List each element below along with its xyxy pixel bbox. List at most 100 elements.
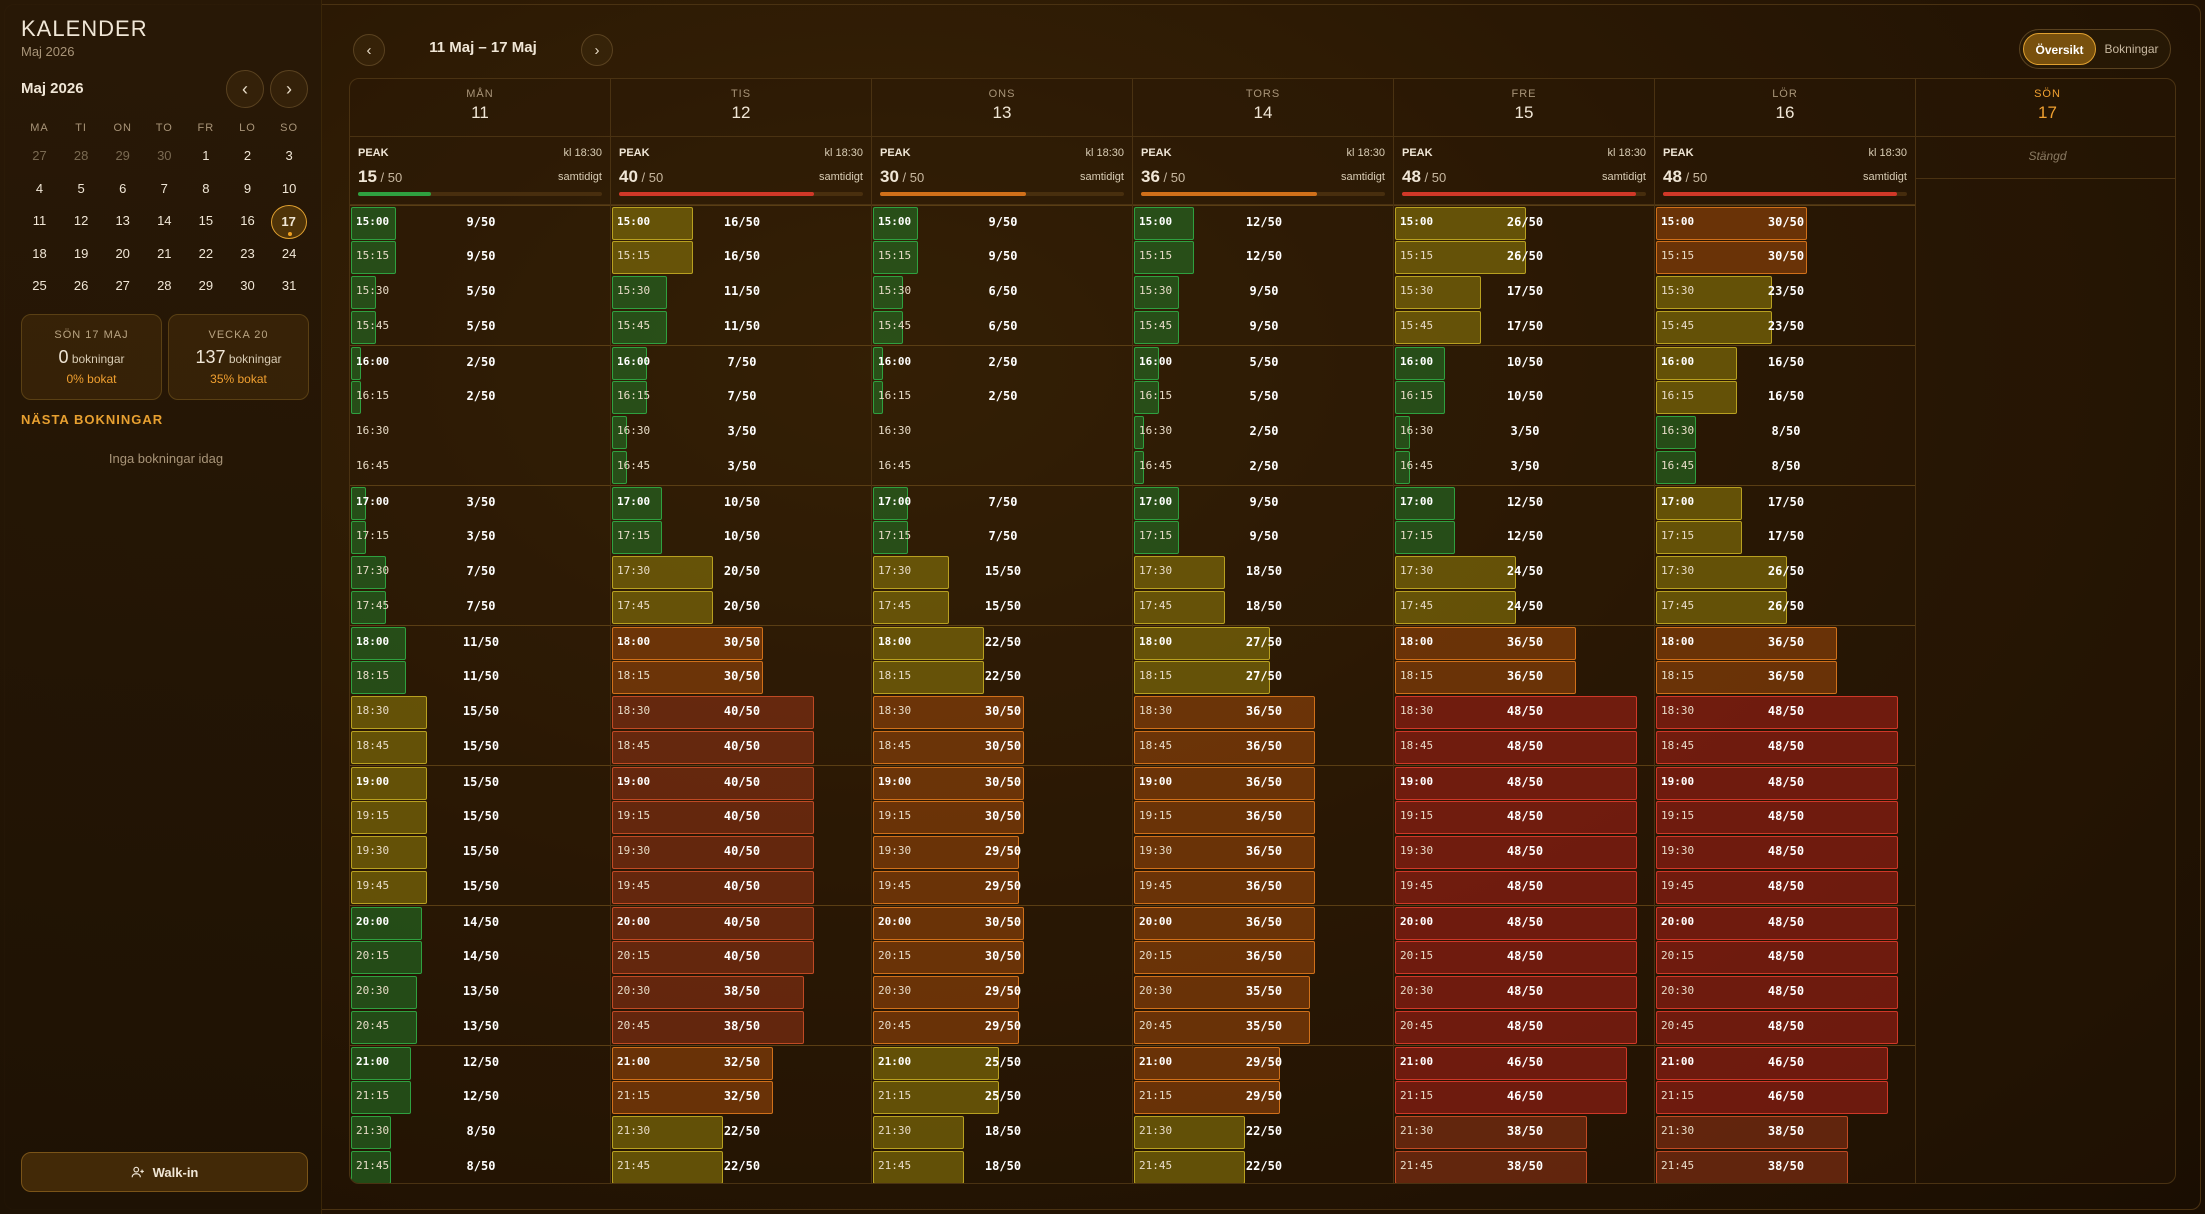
mini-calendar-day[interactable]: 11 (32, 213, 47, 228)
walk-in-button[interactable]: Walk-in (21, 1152, 308, 1192)
mini-calendar-day[interactable]: 30 (157, 148, 172, 163)
time-slot[interactable]: 20:45 38/50 (611, 1010, 871, 1045)
mini-calendar-day[interactable]: 29 (198, 278, 214, 293)
time-slot[interactable]: 21:45 38/50 (1394, 1150, 1654, 1183)
time-slot[interactable]: 20:30 13/50 (350, 975, 610, 1010)
time-slot[interactable]: 20:30 48/50 (1655, 975, 1915, 1010)
time-slot[interactable]: 19:00 48/50 (1655, 765, 1915, 800)
time-slot[interactable]: 21:00 46/50 (1655, 1045, 1915, 1080)
time-slot[interactable]: 20:00 48/50 (1655, 905, 1915, 940)
time-slot[interactable]: 15:30 17/50 (1394, 275, 1654, 310)
time-slot[interactable]: 17:15 9/50 (1133, 520, 1393, 555)
time-slot[interactable]: 21:45 22/50 (611, 1150, 871, 1183)
time-slot[interactable]: 19:15 36/50 (1133, 800, 1393, 835)
mini-calendar-day[interactable]: 2 (243, 148, 252, 163)
time-slot[interactable]: 17:45 20/50 (611, 590, 871, 625)
mini-calendar-day[interactable]: 28 (157, 278, 172, 293)
time-slot[interactable]: 19:15 48/50 (1655, 800, 1915, 835)
time-slot[interactable]: 18:30 15/50 (350, 695, 610, 730)
time-slot[interactable]: 17:15 12/50 (1394, 520, 1654, 555)
time-slot[interactable]: 17:15 10/50 (611, 520, 871, 555)
time-slot[interactable]: 19:30 48/50 (1394, 835, 1654, 870)
time-slot[interactable]: 16:15 5/50 (1133, 380, 1393, 415)
mini-calendar-day[interactable]: 16 (240, 213, 255, 228)
time-slot[interactable]: 19:15 30/50 (872, 800, 1132, 835)
time-slot[interactable]: 21:00 29/50 (1133, 1045, 1393, 1080)
time-slot[interactable]: 20:00 30/50 (872, 905, 1132, 940)
mini-calendar-today[interactable]: 17 (270, 205, 307, 239)
time-slot[interactable]: 16:15 7/50 (611, 380, 871, 415)
mini-calendar-day[interactable]: 20 (115, 245, 130, 261)
day-header[interactable]: TORS 14 (1133, 79, 1393, 137)
mini-calendar-day[interactable]: 9 (243, 180, 252, 196)
time-slot[interactable]: 19:15 40/50 (611, 800, 871, 835)
day-header[interactable]: LÖR 16 (1655, 79, 1915, 137)
time-slot[interactable]: 18:45 40/50 (611, 730, 871, 765)
time-slot[interactable]: 19:30 40/50 (611, 835, 871, 870)
time-slot[interactable]: 21:30 22/50 (1133, 1115, 1393, 1150)
time-slot[interactable]: 16:00 5/50 (1133, 345, 1393, 380)
time-slot[interactable]: 18:45 30/50 (872, 730, 1132, 765)
time-slot[interactable]: 17:15 7/50 (872, 520, 1132, 555)
time-slot[interactable]: 20:00 14/50 (350, 905, 610, 940)
time-slot[interactable]: 17:45 24/50 (1394, 590, 1654, 625)
mini-calendar-day[interactable]: 29 (115, 148, 130, 163)
time-slot[interactable]: 19:30 48/50 (1655, 835, 1915, 870)
tab-overview[interactable]: Översikt (2023, 33, 2096, 65)
time-slot[interactable]: 20:15 36/50 (1133, 940, 1393, 975)
time-slot[interactable]: 19:15 15/50 (350, 800, 610, 835)
time-slot[interactable]: 18:15 11/50 (350, 660, 610, 695)
mini-calendar-day[interactable]: 12 (73, 213, 89, 228)
time-slot[interactable]: 15:00 26/50 (1394, 205, 1654, 240)
time-slot[interactable]: 17:00 12/50 (1394, 485, 1654, 520)
time-slot[interactable]: 21:00 32/50 (611, 1045, 871, 1080)
mini-calendar-day[interactable]: 31 (281, 278, 297, 293)
mini-calendar-day[interactable]: 28 (73, 148, 89, 163)
time-slot[interactable]: 18:30 30/50 (872, 695, 1132, 730)
mini-calendar-day[interactable]: 18 (32, 245, 47, 261)
time-slot[interactable]: 15:30 23/50 (1655, 275, 1915, 310)
time-slot[interactable]: 18:00 30/50 (611, 625, 871, 660)
time-slot[interactable]: 20:15 14/50 (350, 940, 610, 975)
time-slot[interactable]: 16:15 10/50 (1394, 380, 1654, 415)
time-slot[interactable]: 16:00 10/50 (1394, 345, 1654, 380)
time-slot[interactable]: 18:15 30/50 (611, 660, 871, 695)
time-slot[interactable]: 17:30 15/50 (872, 555, 1132, 590)
time-slot[interactable]: 21:00 46/50 (1394, 1045, 1654, 1080)
time-slot[interactable]: 17:45 26/50 (1655, 590, 1915, 625)
time-slot[interactable]: 18:45 48/50 (1655, 730, 1915, 765)
time-slot[interactable]: 16:00 2/50 (350, 345, 610, 380)
time-slot[interactable]: 19:00 30/50 (872, 765, 1132, 800)
time-slot[interactable]: 17:30 26/50 (1655, 555, 1915, 590)
time-slot[interactable]: 18:45 48/50 (1394, 730, 1654, 765)
time-slot[interactable]: 20:30 29/50 (872, 975, 1132, 1010)
time-slot[interactable]: 20:15 30/50 (872, 940, 1132, 975)
time-slot[interactable]: 15:30 11/50 (611, 275, 871, 310)
mini-calendar-day[interactable]: 19 (73, 245, 89, 261)
time-slot[interactable]: 21:00 25/50 (872, 1045, 1132, 1080)
tab-bookings[interactable]: Bokningar (2104, 42, 2159, 56)
time-slot[interactable]: 20:00 36/50 (1133, 905, 1393, 940)
day-header[interactable]: ONS 13 (872, 79, 1132, 137)
time-slot[interactable]: 18:30 40/50 (611, 695, 871, 730)
mini-calendar-day[interactable]: 21 (157, 245, 172, 261)
time-slot[interactable]: 15:30 6/50 (872, 275, 1132, 310)
time-slot[interactable]: 15:45 9/50 (1133, 310, 1393, 345)
time-slot[interactable]: 21:30 8/50 (350, 1115, 610, 1150)
time-slot[interactable]: 16:00 2/50 (872, 345, 1132, 380)
time-slot[interactable]: 17:30 24/50 (1394, 555, 1654, 590)
next-week-button[interactable]: › (581, 34, 613, 66)
mini-calendar-day[interactable]: 26 (73, 278, 89, 293)
time-slot[interactable]: 19:45 48/50 (1655, 870, 1915, 905)
time-slot[interactable]: 19:15 48/50 (1394, 800, 1654, 835)
time-slot[interactable]: 16:45 3/50 (611, 450, 871, 485)
time-slot[interactable]: 21:45 8/50 (350, 1150, 610, 1183)
time-slot[interactable]: 18:00 36/50 (1655, 625, 1915, 660)
time-slot[interactable]: 19:30 36/50 (1133, 835, 1393, 870)
time-slot[interactable]: 19:45 40/50 (611, 870, 871, 905)
mini-calendar-day[interactable]: 6 (119, 180, 127, 196)
mini-prev-month-button[interactable]: ‹ (226, 70, 264, 108)
prev-week-button[interactable]: ‹ (353, 34, 385, 66)
time-slot[interactable]: 16:45 (350, 450, 610, 485)
time-slot[interactable]: 15:15 16/50 (611, 240, 871, 275)
